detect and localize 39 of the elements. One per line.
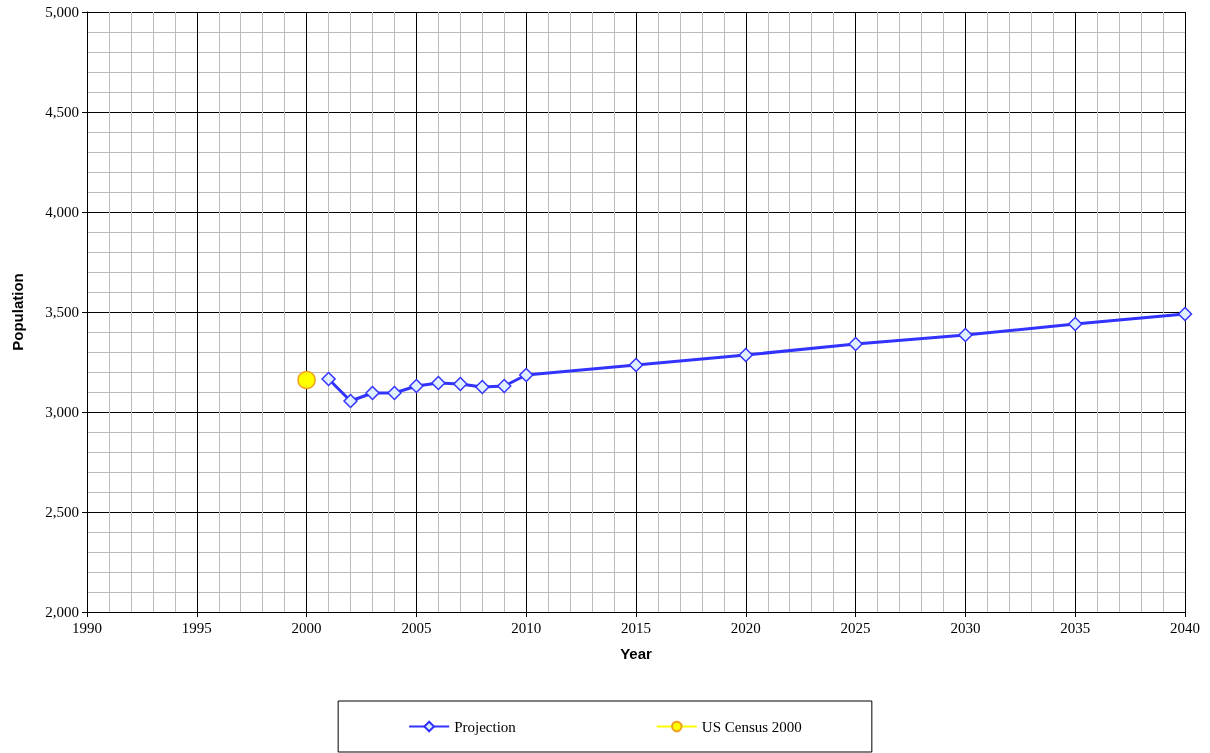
point: [628, 357, 644, 373]
y-tick-label: 3,000: [45, 404, 79, 420]
x-tick-label: 1990: [72, 619, 102, 636]
x-tick-label: 2020: [730, 619, 761, 636]
point: [321, 371, 336, 387]
x-tick-label: 2010: [511, 619, 542, 636]
point: [848, 336, 863, 352]
point: [738, 347, 754, 363]
point: [496, 378, 512, 394]
x-axis-title: Year: [620, 645, 653, 662]
point: [1067, 316, 1083, 332]
x-tick-label: 2005: [401, 619, 432, 636]
y-tick-label: 5,000: [45, 4, 79, 20]
point: [453, 376, 468, 392]
point: [343, 393, 358, 409]
x-tick-label: 2035: [1060, 619, 1091, 636]
point: [958, 327, 973, 343]
x-tick-label: 2015: [621, 619, 651, 636]
point: [1177, 306, 1193, 322]
x-tick-label: 2025: [840, 619, 871, 636]
y-tick-label: 3,500: [45, 304, 79, 320]
legend-label: US Census 2000: [701, 718, 802, 735]
point: [431, 375, 446, 391]
y-tick-label: 4,500: [45, 104, 79, 120]
point: [297, 370, 316, 390]
point: [518, 367, 534, 383]
x-tick-label: 1995: [181, 619, 212, 636]
y-axis-title: Population: [9, 273, 26, 351]
y-tick-label: 4,000: [45, 204, 79, 220]
point: [365, 385, 380, 401]
point: [409, 378, 424, 394]
point: [387, 385, 402, 401]
x-tick-label: 2040: [1170, 619, 1200, 636]
x-tick-label: 2000: [291, 619, 322, 636]
point: [475, 379, 490, 395]
legend-label: Projection: [454, 718, 517, 735]
y-tick-label: 2,000: [45, 604, 79, 620]
y-tick-label: 2,500: [45, 504, 79, 520]
x-tick-label: 2030: [950, 619, 981, 636]
